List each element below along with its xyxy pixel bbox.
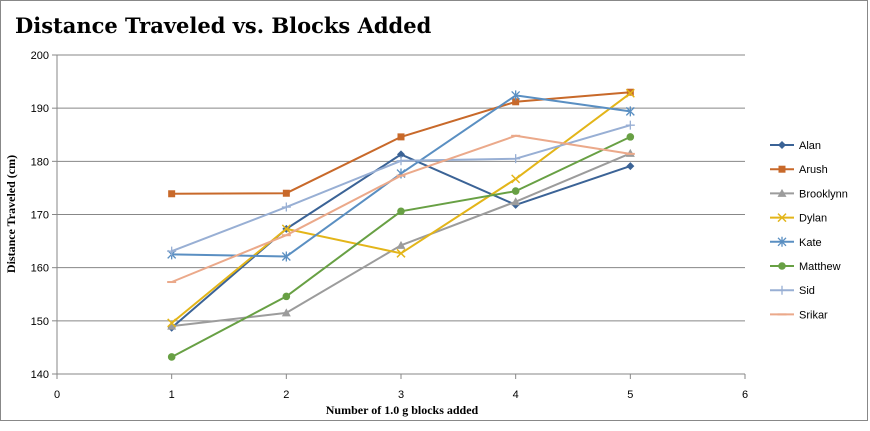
- data-point-dylan: [396, 248, 406, 258]
- legend-marker: [778, 165, 786, 173]
- x-tick-labels: 0 1 2 3 4 5 6: [54, 389, 748, 401]
- data-point-kate: [625, 106, 635, 117]
- data-point-sid: [625, 120, 635, 130]
- data-point-matthew: [511, 187, 520, 195]
- legend[interactable]: Alan Arush Brooklynn Dylan Kate Matthew Sid Sri…: [770, 140, 848, 321]
- data-point-sid: [281, 202, 291, 212]
- y-tick-label: 190: [31, 103, 49, 115]
- series-matthew: [167, 133, 635, 361]
- gridlines: [52, 54, 745, 375]
- legend-item-arush[interactable]: Arush: [770, 164, 828, 176]
- legend-label: Kate: [799, 237, 822, 249]
- legend-item-kate[interactable]: Kate: [770, 236, 822, 249]
- data-point-dylan: [511, 174, 521, 184]
- legend-item-srikar[interactable]: Srikar: [770, 309, 828, 321]
- y-tick-label: 180: [31, 156, 49, 168]
- x-tick-label: 6: [742, 389, 748, 401]
- series-line-brooklynn: [171, 152, 631, 328]
- y-tick-label: 140: [31, 369, 49, 381]
- series-kate: [167, 90, 635, 262]
- legend-label: Sid: [799, 285, 815, 297]
- y-tick-label: 200: [31, 50, 49, 62]
- data-point-kate: [281, 251, 291, 262]
- legend-item-sid[interactable]: Sid: [770, 285, 815, 297]
- legend-marker: [777, 213, 787, 223]
- legend-label: Brooklynn: [799, 188, 848, 200]
- legend-marker: [778, 141, 786, 149]
- data-point-alan: [397, 150, 405, 159]
- legend-marker: [778, 262, 786, 270]
- x-tick-label: 5: [627, 389, 633, 401]
- data-point-brooklynn: [511, 197, 521, 206]
- data-point-arush: [512, 98, 520, 106]
- data-point-dylan: [625, 88, 635, 98]
- data-point-sid: [167, 246, 177, 256]
- data-point-dylan: [167, 318, 177, 328]
- chart-title: Distance Traveled vs. Blocks Added: [15, 13, 432, 38]
- data-point-matthew: [167, 353, 176, 361]
- legend-marker: [777, 285, 787, 295]
- legend-item-alan[interactable]: Alan: [770, 140, 821, 152]
- data-point-sid: [511, 154, 521, 164]
- series-sid: [167, 120, 635, 256]
- legend-item-matthew[interactable]: Matthew: [770, 261, 841, 273]
- x-tick-label: 0: [54, 389, 60, 401]
- data-point-sid: [396, 156, 406, 166]
- data-point-arush: [626, 88, 634, 96]
- y-tick-label: 170: [31, 210, 49, 222]
- legend-item-dylan[interactable]: Dylan: [770, 213, 827, 225]
- series-srikar: [167, 134, 635, 284]
- legend-item-brooklynn[interactable]: Brooklynn: [770, 188, 848, 200]
- data-point-matthew: [397, 207, 405, 216]
- legend-marker: [777, 188, 787, 197]
- data-point-brooklynn: [281, 308, 291, 317]
- data-point-arush: [397, 133, 405, 141]
- series-dylan: [167, 88, 635, 328]
- x-tick-label: 1: [169, 389, 175, 401]
- y-tick-labels: 140 150 160 170 180 190 200: [31, 50, 49, 381]
- data-point-kate: [511, 90, 521, 101]
- x-tick-label: 2: [283, 389, 289, 401]
- x-tick-label: 3: [398, 389, 404, 401]
- legend-label: Matthew: [799, 261, 841, 273]
- legend-label: Arush: [799, 164, 828, 176]
- data-point-brooklynn: [396, 240, 406, 249]
- legend-label: Dylan: [799, 213, 827, 225]
- data-point-matthew: [626, 133, 635, 141]
- axes: [56, 55, 746, 379]
- y-tick-label: 150: [31, 316, 49, 328]
- series-arush: [168, 88, 634, 198]
- data-point-brooklynn: [167, 321, 177, 330]
- legend-marker: [777, 236, 787, 247]
- y-axis-title: Distance Traveled (cm): [4, 155, 18, 273]
- data-point-matthew: [282, 292, 291, 301]
- data-point-alan: [626, 162, 635, 171]
- y-tick-label: 160: [31, 263, 49, 275]
- x-axis-title: Number of 1.0 g blocks added: [326, 403, 479, 417]
- data-point-arush: [282, 189, 290, 197]
- chart-frame: [0, 0, 868, 421]
- series-group: [167, 88, 635, 361]
- x-tick-label: 4: [513, 389, 519, 401]
- legend-label: Srikar: [799, 309, 828, 321]
- legend-label: Alan: [799, 140, 821, 152]
- data-point-dylan: [281, 224, 291, 234]
- data-point-arush: [168, 190, 176, 198]
